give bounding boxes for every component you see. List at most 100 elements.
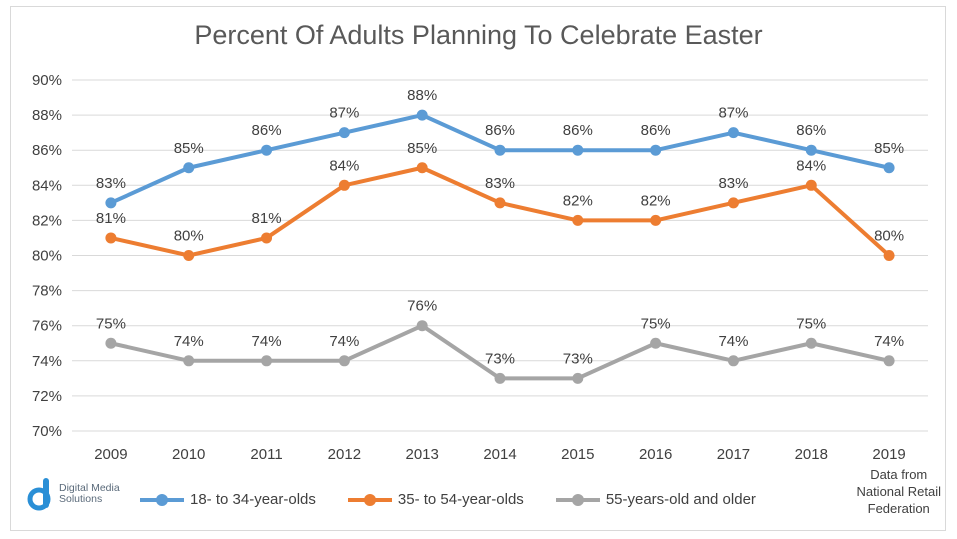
data-point <box>105 197 117 209</box>
source-line1: Data from <box>870 467 928 482</box>
data-point <box>494 144 506 156</box>
data-point <box>105 232 117 244</box>
legend-label: 18- to 34-year-olds <box>190 491 316 508</box>
y-tick-label: 78% <box>32 283 62 300</box>
data-label: 87% <box>718 105 748 122</box>
data-label: 80% <box>874 228 904 245</box>
legend-item: 55-years-old and older <box>555 491 756 508</box>
data-label: 87% <box>329 105 359 122</box>
data-label: 74% <box>718 333 748 350</box>
data-label: 85% <box>874 140 904 157</box>
data-point <box>261 144 273 156</box>
data-point <box>416 320 428 332</box>
series-3: 75% 74% 74% 74% 76% 73% 73% 75% 74% 75% 74% <box>96 298 904 384</box>
data-label: 85% <box>407 140 437 157</box>
data-label: 88% <box>407 87 437 104</box>
data-point <box>805 179 817 191</box>
x-tick-label: 2018 <box>795 446 828 463</box>
data-label: 84% <box>329 157 359 174</box>
data-label: 86% <box>563 122 593 139</box>
data-label: 86% <box>252 122 282 139</box>
data-label: 80% <box>174 228 204 245</box>
x-tick-label: 2015 <box>561 446 594 463</box>
data-label: 86% <box>641 122 671 139</box>
legend-swatch <box>555 493 600 506</box>
data-point <box>416 162 428 174</box>
y-tick-label: 76% <box>32 318 62 335</box>
data-point <box>805 144 817 156</box>
x-tick-label: 2019 <box>872 446 905 463</box>
legend-label: 35- to 54-year-olds <box>397 491 524 508</box>
data-label: 84% <box>796 157 826 174</box>
data-label: 74% <box>874 333 904 350</box>
data-point <box>261 232 273 244</box>
chart-title: Percent Of Adults Planning To Celebrate … <box>194 20 763 50</box>
data-point <box>572 214 584 226</box>
logo-text-line1: Digital Media <box>59 482 120 494</box>
data-label: 73% <box>563 350 593 367</box>
legend-swatch <box>140 493 184 506</box>
data-point <box>727 127 739 139</box>
series-2: 81% 80% 81% 84% 85% 83% 82% 82% 83% 84% 80% <box>96 140 904 261</box>
y-tick-label: 80% <box>32 248 62 265</box>
x-tick-label: 2016 <box>639 446 672 463</box>
data-point <box>883 355 895 367</box>
data-point <box>338 179 350 191</box>
data-label: 74% <box>174 333 204 350</box>
x-tick-label: 2009 <box>94 446 127 463</box>
logo-text-line2: Solutions <box>59 493 103 505</box>
chart-frame <box>10 6 946 531</box>
data-point <box>650 214 662 226</box>
y-tick-label: 88% <box>32 107 62 124</box>
x-tick-label: 2011 <box>250 446 282 463</box>
data-label: 81% <box>252 210 282 227</box>
data-label: 74% <box>329 333 359 350</box>
data-label: 82% <box>641 192 671 209</box>
data-point <box>883 250 895 261</box>
data-point <box>805 337 817 349</box>
data-label: 75% <box>796 315 826 332</box>
data-point <box>105 337 117 349</box>
data-point <box>727 197 739 209</box>
data-point <box>338 355 350 367</box>
y-tick-label: 72% <box>32 388 62 405</box>
data-point <box>338 127 350 139</box>
data-label: 75% <box>641 315 671 332</box>
data-point <box>416 109 428 121</box>
x-tick-label: 2013 <box>405 446 438 463</box>
data-point <box>494 372 506 384</box>
legend-swatch <box>347 493 392 506</box>
data-label: 82% <box>563 192 593 209</box>
data-label: 81% <box>96 210 126 227</box>
legend-item: 35- to 54-year-olds <box>347 491 524 508</box>
y-tick-label: 86% <box>32 142 62 159</box>
y-tick-label: 90% <box>32 72 62 89</box>
data-label: 83% <box>718 175 748 192</box>
source-line2: National Retail <box>856 484 941 499</box>
data-label: 83% <box>485 175 515 192</box>
logo: Digital Media Solutions <box>27 476 120 512</box>
legend-item: 18- to 34-year-olds <box>140 491 316 508</box>
data-label: 86% <box>796 122 826 139</box>
data-label: 73% <box>485 350 515 367</box>
data-label: 83% <box>96 175 126 192</box>
data-source-note: Data from National Retail Federation <box>856 466 941 517</box>
chart-legend: 18- to 34-year-olds 35- to 54-year-olds 55… <box>140 491 756 508</box>
data-point <box>883 162 895 174</box>
data-point <box>572 372 584 384</box>
data-point <box>572 144 584 156</box>
data-point <box>183 162 195 174</box>
data-label: 85% <box>174 140 204 157</box>
source-line3: Federation <box>867 501 930 516</box>
data-point <box>650 337 662 349</box>
data-point <box>494 197 506 209</box>
data-label: 86% <box>485 122 515 139</box>
y-tick-label: 82% <box>32 212 62 229</box>
digital-media-solutions-logo-icon <box>27 478 51 511</box>
data-label: 74% <box>252 333 282 350</box>
x-tick-label: 2010 <box>172 446 205 463</box>
data-point <box>261 355 273 367</box>
series-1: 83% 85% 86% 87% 88% 86% 86% 86% 87% 86% 85% <box>96 87 904 209</box>
data-label: 76% <box>407 298 437 315</box>
y-tick-label: 74% <box>32 353 62 370</box>
